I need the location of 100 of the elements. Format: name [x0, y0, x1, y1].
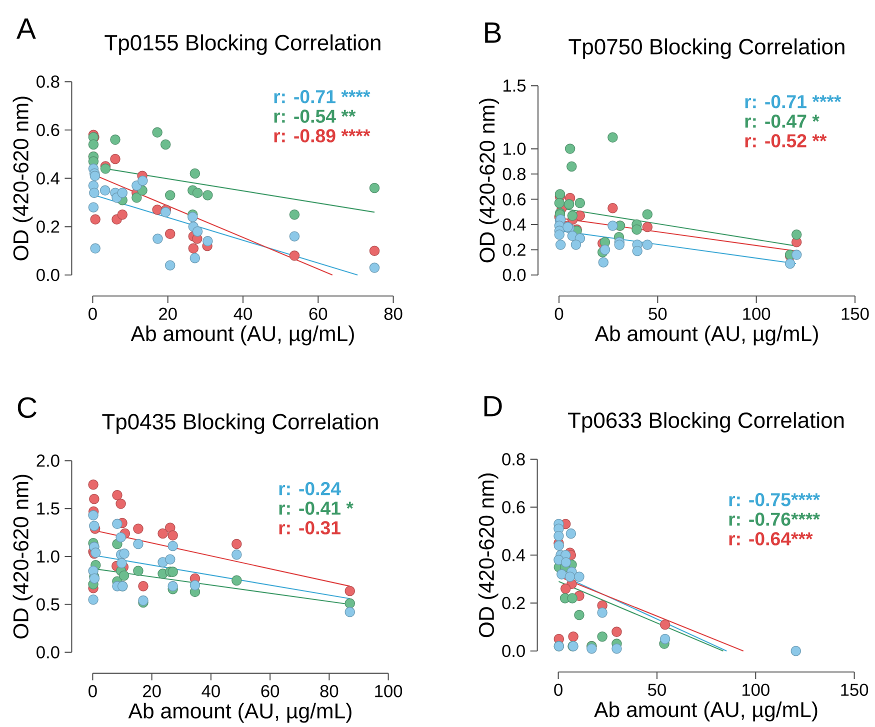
point [89, 494, 100, 504]
point [88, 139, 99, 150]
x-axis-title: Ab amount (AU, µg/mL) [128, 702, 352, 723]
point [164, 190, 176, 200]
point [90, 243, 100, 254]
point [564, 144, 576, 154]
point [116, 498, 126, 509]
x-tick-label: 150 [841, 684, 868, 696]
point [152, 127, 162, 138]
x-tick-label: 100 [743, 308, 770, 320]
x-tick-label: 150 [842, 308, 869, 320]
point [117, 209, 128, 220]
point [138, 581, 148, 592]
point [190, 580, 200, 590]
point [133, 538, 144, 550]
point [110, 134, 120, 145]
point [90, 214, 100, 225]
x-axis-title: Ab amount (AU, µg/mL) [594, 326, 818, 346]
point [369, 262, 380, 273]
y-axis-title: OD (420-620 nm) [12, 474, 33, 638]
point [574, 198, 586, 208]
text: r: -0.41 * [279, 502, 354, 515]
x-tick-label: 0 [88, 684, 97, 698]
chart-title: Tp0750 Blocking Correlation [568, 38, 844, 59]
point [612, 643, 622, 654]
point [614, 240, 625, 250]
point [168, 581, 178, 592]
point [567, 593, 578, 604]
y-tick-label: 0.6 [502, 193, 526, 206]
point [289, 231, 300, 242]
x-tick-label: 80 [384, 308, 402, 320]
text: B [485, 22, 501, 43]
point [110, 154, 120, 164]
point [554, 229, 565, 240]
point [566, 161, 577, 172]
point [190, 252, 200, 264]
point [188, 243, 199, 254]
point [112, 518, 122, 530]
point [642, 240, 653, 250]
chart-title: Tp0633 Blocking Correlation [568, 412, 844, 432]
y-axis-title: OD (420-620 nm) [479, 98, 499, 262]
point [554, 540, 564, 551]
point [660, 634, 670, 644]
y-axis-title: OD (420-620 nm) [12, 96, 33, 260]
y-axis-title: OD (420-620 nm) [478, 474, 498, 638]
point [116, 532, 126, 542]
point [232, 538, 242, 550]
y-tick-label: 0.4 [36, 172, 60, 184]
x-tick-label: 20 [159, 308, 177, 320]
point [566, 528, 576, 539]
y-tick-label: 0.0 [502, 268, 526, 282]
point [192, 188, 203, 198]
point [88, 510, 98, 520]
point [188, 212, 198, 222]
point [608, 220, 618, 231]
point [190, 168, 200, 179]
x-tick-label: 0 [554, 308, 564, 320]
y-tick-label: 0.5 [36, 598, 60, 611]
y-tick-label: 0.2 [502, 596, 525, 610]
point [119, 548, 130, 559]
point [160, 207, 171, 218]
x-axis-title: Ab amount (AU, µg/mL) [594, 702, 818, 722]
x-tick-label: 50 [648, 684, 666, 696]
point [784, 258, 796, 269]
point [158, 528, 168, 539]
y-tick-label: 0.0 [36, 646, 60, 658]
text: A [16, 18, 36, 39]
point [117, 188, 128, 198]
point [160, 139, 171, 150]
point [597, 608, 608, 618]
point [88, 594, 98, 605]
point [554, 198, 565, 208]
point [632, 246, 642, 256]
y-tick-label: 0.2 [502, 244, 526, 256]
y-tick-label: 0.8 [502, 453, 525, 466]
text: D [484, 396, 502, 416]
text: r: -0.47 * [745, 114, 820, 128]
point [564, 199, 574, 210]
text: r: -0.76**** [729, 512, 820, 526]
y-tick-label: 1.0 [37, 550, 60, 563]
point [89, 188, 100, 198]
y-tick-label: 0.6 [502, 501, 525, 514]
point [608, 132, 618, 143]
point [133, 566, 144, 576]
point [232, 575, 242, 586]
point [790, 646, 802, 656]
point [554, 189, 566, 200]
point [133, 524, 144, 534]
series-label: r: -0.31 [279, 521, 340, 534]
point [660, 619, 670, 630]
point [597, 631, 608, 642]
point [88, 202, 99, 212]
text: r: -0.89 **** [274, 129, 370, 142]
point [344, 598, 356, 609]
y-tick-label: 0.4 [502, 548, 526, 562]
point [791, 250, 802, 260]
text: r: -0.52 ** [745, 134, 827, 148]
point [567, 210, 578, 221]
y-tick-label: 0.6 [36, 124, 60, 136]
point [586, 643, 597, 654]
